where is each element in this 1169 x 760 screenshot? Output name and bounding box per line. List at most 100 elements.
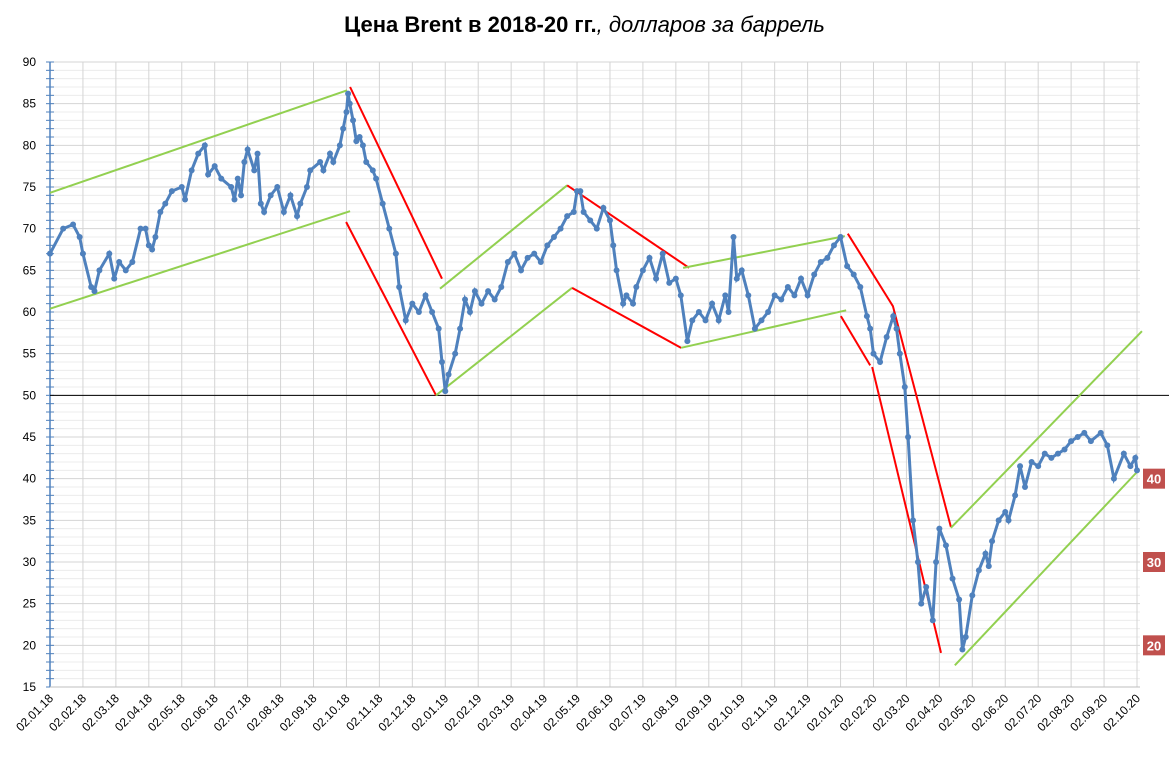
price-point: [429, 309, 436, 315]
price-point: [518, 267, 525, 274]
price-point: [949, 575, 956, 582]
y-tick-label: 85: [23, 97, 37, 111]
price-point: [379, 200, 386, 207]
price-point: [320, 167, 327, 174]
price-point: [844, 263, 851, 270]
price-point: [1110, 475, 1117, 482]
price-point: [791, 292, 798, 299]
price-point: [1120, 450, 1127, 457]
price-point: [238, 192, 245, 199]
price-point: [466, 309, 473, 315]
price-point: [1028, 459, 1035, 465]
price-point: [241, 159, 248, 165]
price-point: [201, 142, 208, 149]
price-point: [918, 600, 925, 607]
price-point: [409, 300, 416, 307]
price-point: [784, 284, 791, 290]
title-italic: , долларов за баррель: [596, 12, 825, 37]
price-point: [1087, 438, 1094, 445]
price-point: [684, 338, 691, 345]
price-point: [178, 184, 185, 190]
price-point: [234, 175, 241, 182]
price-point: [709, 300, 716, 307]
price-point: [415, 309, 422, 315]
price-point: [765, 309, 772, 315]
price-point: [863, 313, 870, 320]
price-point: [730, 234, 737, 240]
level-badge-label: 30: [1147, 555, 1161, 570]
price-point: [1132, 454, 1139, 461]
level-badge-label: 20: [1147, 638, 1161, 653]
level-badge: [1143, 468, 1165, 489]
price-point: [330, 159, 337, 165]
price-point: [817, 259, 824, 265]
price-point: [336, 142, 343, 149]
price-point: [620, 300, 627, 307]
price-point: [152, 234, 159, 240]
x-tick-label: 02.10.20: [1100, 691, 1143, 734]
price-point: [1005, 517, 1012, 524]
price-point: [524, 254, 531, 261]
price-point: [923, 584, 930, 590]
price-point: [369, 167, 376, 174]
green-trend-line: [682, 235, 846, 269]
price-point: [600, 204, 607, 211]
price-point: [297, 200, 304, 207]
y-tick-label: 15: [23, 680, 37, 694]
price-point: [254, 150, 261, 157]
red-trend-line: [349, 86, 443, 280]
price-point: [738, 267, 745, 274]
level-badge: [1143, 635, 1165, 656]
y-tick-label: 30: [23, 555, 37, 569]
red-trend-line: [840, 315, 872, 366]
price-point: [317, 159, 324, 165]
green-trend-line: [49, 89, 348, 194]
price-point: [914, 559, 921, 565]
price-point: [511, 250, 518, 257]
price-point: [145, 242, 152, 249]
price-point: [47, 250, 53, 257]
price-point: [537, 259, 544, 265]
price-point: [936, 525, 943, 532]
price-point: [294, 213, 301, 220]
price-point: [257, 200, 264, 207]
price-point: [531, 250, 538, 257]
price-point: [857, 284, 864, 290]
green-trend-line: [680, 309, 847, 349]
price-point: [478, 300, 485, 307]
price-point: [157, 209, 164, 215]
price-point: [677, 292, 684, 299]
price-point: [307, 167, 314, 174]
price-line: [48, 93, 1139, 650]
price-point: [824, 254, 831, 261]
price-point: [982, 550, 989, 557]
price-point: [445, 371, 452, 378]
price-point: [438, 359, 445, 365]
price-point: [639, 267, 646, 274]
price-point: [811, 271, 818, 278]
price-point: [182, 196, 189, 203]
price-point: [550, 234, 557, 240]
price-point: [287, 192, 294, 199]
price-point: [890, 313, 897, 320]
price-point: [267, 192, 274, 199]
y-tick-label: 35: [23, 513, 37, 527]
price-point: [1104, 442, 1111, 449]
price-point: [188, 167, 195, 174]
price-point: [606, 217, 613, 224]
price-point: [122, 267, 129, 274]
price-point: [969, 592, 976, 599]
price-point: [1068, 438, 1075, 445]
y-tick-label: 55: [23, 347, 37, 361]
price-point: [544, 242, 551, 249]
price-point: [985, 563, 992, 570]
green-trend-line: [49, 210, 351, 310]
red-trend-line: [571, 286, 682, 349]
price-point: [396, 284, 403, 290]
price-point: [666, 279, 673, 286]
y-tick-label: 75: [23, 180, 37, 194]
price-point: [722, 292, 729, 299]
price-point: [975, 567, 982, 574]
